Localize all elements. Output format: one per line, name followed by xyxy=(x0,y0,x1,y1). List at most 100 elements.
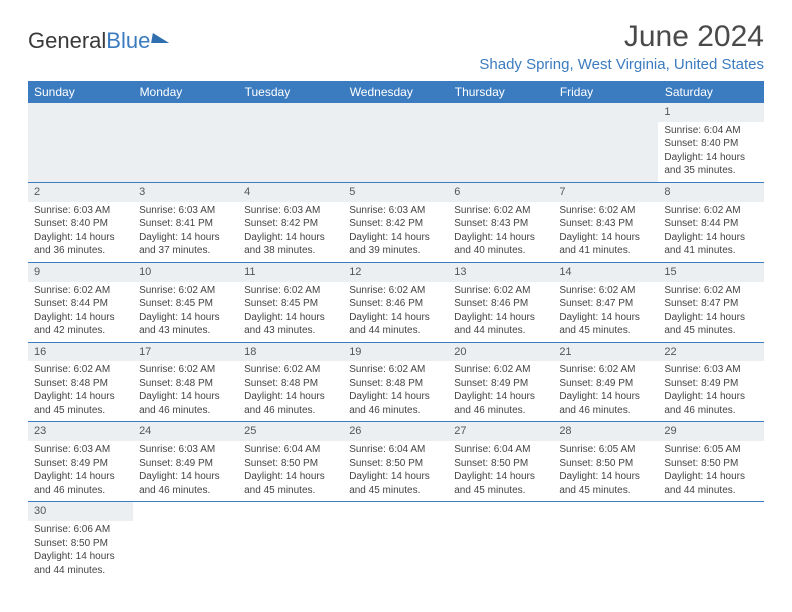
calendar-cell xyxy=(553,502,658,581)
day-info-line: Sunset: 8:42 PM xyxy=(244,217,337,231)
calendar-cell: 23Sunrise: 6:03 AMSunset: 8:49 PMDayligh… xyxy=(28,422,133,502)
day-number: 6 xyxy=(448,183,553,202)
day-number: 8 xyxy=(658,183,763,202)
calendar-cell: 27Sunrise: 6:04 AMSunset: 8:50 PMDayligh… xyxy=(448,422,553,502)
day-number: 18 xyxy=(238,343,343,362)
day-info-line: Daylight: 14 hours xyxy=(664,311,757,325)
day-number: 24 xyxy=(133,422,238,441)
day-number: 19 xyxy=(343,343,448,362)
calendar-cell xyxy=(133,103,238,182)
day-info-line: Sunset: 8:46 PM xyxy=(454,297,547,311)
day-number: 5 xyxy=(343,183,448,202)
day-number: 11 xyxy=(238,263,343,282)
day-info-line: Daylight: 14 hours xyxy=(559,470,652,484)
day-info-line: Sunrise: 6:02 AM xyxy=(244,363,337,377)
day-info-line: Daylight: 14 hours xyxy=(559,231,652,245)
day-info-line: Daylight: 14 hours xyxy=(664,470,757,484)
calendar-cell: 18Sunrise: 6:02 AMSunset: 8:48 PMDayligh… xyxy=(238,342,343,422)
calendar-cell: 14Sunrise: 6:02 AMSunset: 8:47 PMDayligh… xyxy=(553,262,658,342)
day-info-line: and 46 minutes. xyxy=(559,404,652,418)
day-info-line: Daylight: 14 hours xyxy=(139,470,232,484)
day-info-line: Sunset: 8:48 PM xyxy=(34,377,127,391)
weekday-header: Friday xyxy=(553,81,658,103)
day-info-line: and 39 minutes. xyxy=(349,244,442,258)
day-info-line: Daylight: 14 hours xyxy=(139,311,232,325)
day-number: 10 xyxy=(133,263,238,282)
day-info-line: Sunset: 8:43 PM xyxy=(454,217,547,231)
day-info-line: Daylight: 14 hours xyxy=(349,311,442,325)
calendar-cell: 4Sunrise: 6:03 AMSunset: 8:42 PMDaylight… xyxy=(238,182,343,262)
calendar-cell: 12Sunrise: 6:02 AMSunset: 8:46 PMDayligh… xyxy=(343,262,448,342)
day-number: 4 xyxy=(238,183,343,202)
calendar-cell xyxy=(238,502,343,581)
calendar-cell: 29 Sunrise: 6:05 AMSunset: 8:50 PMDayligh… xyxy=(658,422,763,502)
day-number: 21 xyxy=(553,343,658,362)
day-info-line: Sunrise: 6:02 AM xyxy=(559,204,652,218)
calendar-cell xyxy=(343,103,448,182)
logo-text-1: General xyxy=(28,28,106,54)
day-info-line: and 45 minutes. xyxy=(349,484,442,498)
day-info-line: and 46 minutes. xyxy=(349,404,442,418)
day-info-line: Daylight: 14 hours xyxy=(349,470,442,484)
month-title: June 2024 xyxy=(479,20,764,54)
day-info-line: and 41 minutes. xyxy=(559,244,652,258)
calendar-table: SundayMondayTuesdayWednesdayThursdayFrid… xyxy=(28,81,764,581)
day-info-line: Daylight: 14 hours xyxy=(139,390,232,404)
calendar-cell: 13Sunrise: 6:02 AMSunset: 8:46 PMDayligh… xyxy=(448,262,553,342)
day-number: 26 xyxy=(343,422,448,441)
calendar-cell: 19Sunrise: 6:02 AMSunset: 8:48 PMDayligh… xyxy=(343,342,448,422)
day-number: 20 xyxy=(448,343,553,362)
calendar-cell: 5Sunrise: 6:03 AMSunset: 8:42 PMDaylight… xyxy=(343,182,448,262)
calendar-cell: 2Sunrise: 6:03 AMSunset: 8:40 PMDaylight… xyxy=(28,182,133,262)
day-info-line: Sunrise: 6:04 AM xyxy=(454,443,547,457)
day-number: 25 xyxy=(238,422,343,441)
day-info-line: Sunset: 8:46 PM xyxy=(349,297,442,311)
day-number: 7 xyxy=(553,183,658,202)
day-info-line: Sunrise: 6:05 AM xyxy=(664,443,757,457)
calendar-cell: 21Sunrise: 6:02 AMSunset: 8:49 PMDayligh… xyxy=(553,342,658,422)
calendar-cell xyxy=(28,103,133,182)
day-info-line: and 38 minutes. xyxy=(244,244,337,258)
day-info-line: Sunrise: 6:02 AM xyxy=(454,363,547,377)
day-info-line: Sunrise: 6:02 AM xyxy=(34,363,127,377)
day-info-line: Daylight: 14 hours xyxy=(349,231,442,245)
day-info-line: Sunset: 8:44 PM xyxy=(34,297,127,311)
calendar-cell xyxy=(238,103,343,182)
day-number: 17 xyxy=(133,343,238,362)
calendar-cell: 3Sunrise: 6:03 AMSunset: 8:41 PMDaylight… xyxy=(133,182,238,262)
calendar-cell: 11Sunrise: 6:02 AMSunset: 8:45 PMDayligh… xyxy=(238,262,343,342)
day-info-line: Sunrise: 6:03 AM xyxy=(349,204,442,218)
day-info-line: Sunrise: 6:05 AM xyxy=(559,443,652,457)
day-number: 22 xyxy=(658,343,763,362)
calendar-cell: 15Sunrise: 6:02 AMSunset: 8:47 PMDayligh… xyxy=(658,262,763,342)
calendar-cell: 26Sunrise: 6:04 AMSunset: 8:50 PMDayligh… xyxy=(343,422,448,502)
day-info-line: Sunset: 8:43 PM xyxy=(559,217,652,231)
weekday-header: Monday xyxy=(133,81,238,103)
day-info-line: and 46 minutes. xyxy=(454,404,547,418)
day-number: 9 xyxy=(28,263,133,282)
weekday-header: Thursday xyxy=(448,81,553,103)
day-info-line: Daylight: 14 hours xyxy=(559,390,652,404)
calendar-cell: 8Sunrise: 6:02 AMSunset: 8:44 PMDaylight… xyxy=(658,182,763,262)
day-info-line: and 46 minutes. xyxy=(139,404,232,418)
day-info-line: Daylight: 14 hours xyxy=(454,231,547,245)
day-info-line: Sunrise: 6:02 AM xyxy=(34,284,127,298)
day-info-line: Sunrise: 6:02 AM xyxy=(559,363,652,377)
weekday-header-row: SundayMondayTuesdayWednesdayThursdayFrid… xyxy=(28,81,764,103)
day-info-line: Sunset: 8:47 PM xyxy=(664,297,757,311)
day-info-line: Sunset: 8:50 PM xyxy=(559,457,652,471)
day-info-line: Sunset: 8:48 PM xyxy=(349,377,442,391)
day-info-line: Sunset: 8:45 PM xyxy=(139,297,232,311)
day-info-line: and 45 minutes. xyxy=(559,484,652,498)
day-info-line: and 44 minutes. xyxy=(454,324,547,338)
day-info-line: Sunrise: 6:06 AM xyxy=(34,523,127,537)
day-number: 3 xyxy=(133,183,238,202)
calendar-cell: 9Sunrise: 6:02 AMSunset: 8:44 PMDaylight… xyxy=(28,262,133,342)
day-info-line: Sunset: 8:50 PM xyxy=(349,457,442,471)
day-info-line: Daylight: 14 hours xyxy=(349,390,442,404)
day-info-line: Sunrise: 6:03 AM xyxy=(139,204,232,218)
calendar-cell: 20Sunrise: 6:02 AMSunset: 8:49 PMDayligh… xyxy=(448,342,553,422)
day-number: 29 xyxy=(658,422,763,441)
day-info-line: and 46 minutes. xyxy=(244,404,337,418)
day-info-line: Sunset: 8:50 PM xyxy=(664,457,757,471)
